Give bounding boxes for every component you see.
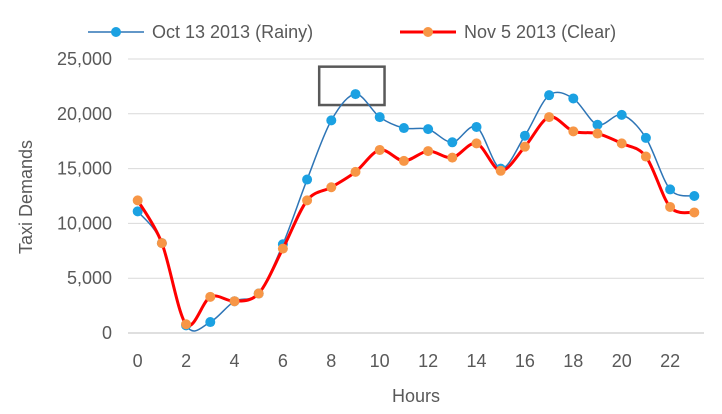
data-point bbox=[302, 174, 313, 185]
data-point bbox=[205, 291, 216, 302]
y-axis-ticks: 0 5,000 10,000 15,000 20,000 25,000 bbox=[57, 49, 112, 343]
legend: Oct 13 2013 (Rainy) Nov 5 2013 (Clear) bbox=[88, 22, 616, 42]
legend-label: Oct 13 2013 (Rainy) bbox=[152, 22, 313, 42]
data-point bbox=[423, 146, 434, 157]
highlight-box bbox=[317, 65, 386, 107]
x-tick-label: 16 bbox=[515, 351, 535, 371]
data-point bbox=[471, 121, 482, 132]
data-point bbox=[156, 238, 167, 249]
data-point bbox=[544, 112, 555, 123]
x-tick-label: 0 bbox=[133, 351, 143, 371]
legend-swatch-marker bbox=[423, 27, 433, 37]
x-tick-label: 12 bbox=[418, 351, 438, 371]
data-point bbox=[544, 90, 555, 101]
data-point bbox=[519, 130, 530, 141]
x-tick-label: 14 bbox=[466, 351, 486, 371]
series-1 bbox=[132, 89, 700, 332]
data-point bbox=[253, 288, 264, 299]
y-tick-label: 15,000 bbox=[57, 159, 112, 179]
data-point bbox=[616, 109, 627, 120]
data-point bbox=[326, 182, 337, 193]
data-point bbox=[495, 165, 506, 176]
data-point bbox=[350, 166, 361, 177]
x-tick-label: 20 bbox=[612, 351, 632, 371]
y-tick-label: 0 bbox=[102, 323, 112, 343]
grid-lines bbox=[128, 58, 704, 334]
y-tick-label: 20,000 bbox=[57, 104, 112, 124]
data-point bbox=[132, 195, 143, 206]
x-tick-label: 6 bbox=[278, 351, 288, 371]
data-point bbox=[326, 115, 337, 126]
data-point bbox=[689, 191, 700, 201]
data-point bbox=[374, 144, 385, 155]
data-point bbox=[229, 296, 240, 307]
data-point bbox=[398, 123, 409, 134]
data-point bbox=[689, 207, 700, 218]
annotation-layer bbox=[317, 65, 386, 107]
legend-item: Nov 5 2013 (Clear) bbox=[400, 22, 616, 42]
data-point bbox=[640, 132, 651, 143]
x-tick-label: 8 bbox=[326, 351, 336, 371]
data-point bbox=[616, 138, 627, 149]
data-point bbox=[447, 152, 458, 163]
y-tick-label: 25,000 bbox=[57, 49, 112, 69]
data-point bbox=[665, 201, 676, 212]
data-point bbox=[302, 195, 313, 206]
y-tick-label: 10,000 bbox=[57, 213, 112, 233]
series-layer bbox=[132, 89, 700, 332]
data-point bbox=[471, 138, 482, 149]
data-point bbox=[447, 137, 458, 148]
data-point bbox=[592, 119, 603, 130]
data-point bbox=[592, 128, 603, 139]
x-tick-label: 22 bbox=[660, 351, 680, 371]
y-tick-label: 5,000 bbox=[67, 268, 112, 288]
data-point bbox=[398, 155, 409, 166]
data-point bbox=[640, 151, 651, 162]
x-axis-ticks: 0 2 4 6 8 10 12 14 16 18 20 22 bbox=[133, 351, 680, 371]
data-point bbox=[374, 112, 385, 123]
data-point bbox=[205, 317, 216, 328]
data-point bbox=[132, 206, 143, 217]
data-point bbox=[665, 184, 676, 195]
data-point bbox=[277, 243, 288, 254]
series-2 bbox=[132, 112, 700, 330]
series-line bbox=[137, 91, 695, 332]
data-point bbox=[568, 126, 579, 137]
legend-swatch-marker bbox=[111, 27, 121, 37]
x-tick-label: 18 bbox=[563, 351, 583, 371]
x-tick-label: 4 bbox=[229, 351, 239, 371]
x-tick-label: 2 bbox=[181, 351, 191, 371]
y-axis-title: Taxi Demands bbox=[16, 140, 36, 254]
data-point bbox=[423, 124, 434, 135]
legend-label: Nov 5 2013 (Clear) bbox=[464, 22, 616, 42]
data-point bbox=[350, 89, 361, 100]
data-point bbox=[181, 319, 192, 330]
data-point bbox=[519, 141, 530, 152]
x-tick-label: 10 bbox=[370, 351, 390, 371]
legend-item: Oct 13 2013 (Rainy) bbox=[88, 22, 313, 42]
data-point bbox=[568, 93, 579, 104]
x-axis-title: Hours bbox=[392, 386, 440, 406]
series-line bbox=[136, 115, 695, 328]
